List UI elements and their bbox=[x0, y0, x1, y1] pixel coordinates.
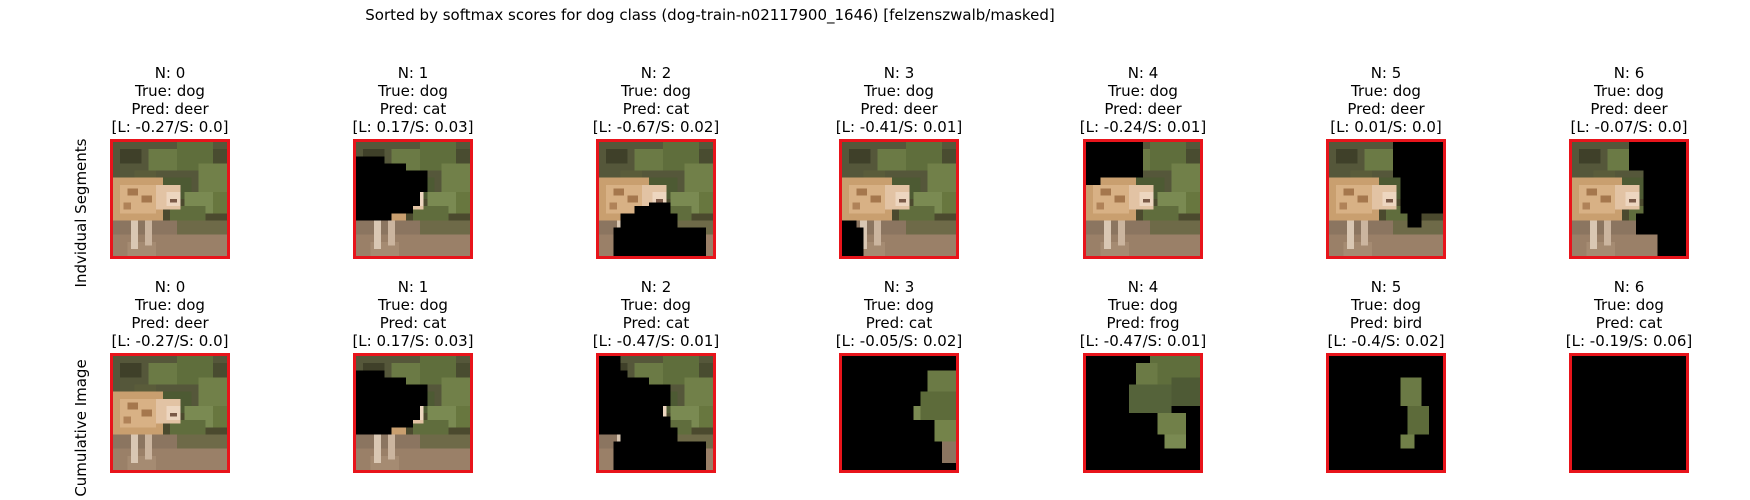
masked-image-thumbnail bbox=[1083, 139, 1203, 259]
panel-n-label: N: 4 bbox=[1127, 278, 1159, 296]
panel-n-label: N: 0 bbox=[154, 278, 186, 296]
panel-row0-n5: N: 5 True: dog Pred: deer [L: 0.01/S: 0.0] bbox=[1266, 64, 1506, 259]
panel-scores-label: [L: -0.24/S: 0.01] bbox=[1079, 118, 1207, 136]
panel-pred-label: Pred: cat bbox=[865, 314, 933, 332]
masked-image bbox=[599, 356, 713, 470]
panel-pred-label: Pred: deer bbox=[1347, 100, 1425, 118]
masked-image-thumbnail bbox=[110, 139, 230, 259]
panel-row1-n3: N: 3 True: dog Pred: cat [L: -0.05/S: 0.02] bbox=[779, 278, 1019, 473]
panel-n-label: N: 6 bbox=[1613, 64, 1645, 82]
masked-image-thumbnail bbox=[353, 139, 473, 259]
panel-n-label: N: 5 bbox=[1370, 278, 1402, 296]
masked-image-thumbnail bbox=[596, 139, 716, 259]
panel-n-label: N: 5 bbox=[1370, 64, 1402, 82]
panel-scores-label: [L: -0.47/S: 0.01] bbox=[592, 332, 720, 350]
masked-image bbox=[356, 142, 470, 256]
panel-row1-n6: N: 6 True: dog Pred: cat [L: -0.19/S: 0.06] bbox=[1509, 278, 1749, 473]
panel-scores-label: [L: -0.27/S: 0.0] bbox=[111, 332, 229, 350]
masked-image-thumbnail bbox=[596, 353, 716, 473]
masked-image-thumbnail bbox=[1083, 353, 1203, 473]
masked-image-thumbnail bbox=[839, 139, 959, 259]
panel-n-label: N: 4 bbox=[1127, 64, 1159, 82]
panel-true-label: True: dog bbox=[1594, 296, 1664, 314]
panel-row0-n0: N: 0 True: dog Pred: deer [L: -0.27/S: 0.0] bbox=[50, 64, 290, 259]
panel-pred-label: Pred: deer bbox=[131, 100, 209, 118]
panel-n-label: N: 3 bbox=[883, 64, 915, 82]
panel-row0-n1: N: 1 True: dog Pred: cat [L: 0.17/S: 0.03] bbox=[293, 64, 533, 259]
panel-row1-n4: N: 4 True: dog Pred: frog [L: -0.47/S: 0.01… bbox=[1023, 278, 1263, 473]
panel-n-label: N: 2 bbox=[640, 278, 672, 296]
panel-true-label: True: dog bbox=[1351, 82, 1421, 100]
panel-true-label: True: dog bbox=[621, 82, 691, 100]
panel-scores-label: [L: 0.17/S: 0.03] bbox=[352, 118, 474, 136]
masked-image bbox=[113, 142, 227, 256]
panel-n-label: N: 1 bbox=[397, 278, 429, 296]
masked-image-thumbnail bbox=[839, 353, 959, 473]
figure-title: Sorted by softmax scores for dog class (… bbox=[365, 6, 1055, 24]
masked-image-thumbnail bbox=[1326, 139, 1446, 259]
panel-row1-n2: N: 2 True: dog Pred: cat [L: -0.47/S: 0.01] bbox=[536, 278, 776, 473]
panel-pred-label: Pred: bird bbox=[1349, 314, 1423, 332]
panel-true-label: True: dog bbox=[378, 296, 448, 314]
panel-row0-n3: N: 3 True: dog Pred: deer [L: -0.41/S: 0.01… bbox=[779, 64, 1019, 259]
panel-pred-label: Pred: cat bbox=[622, 100, 690, 118]
panel-scores-label: [L: -0.47/S: 0.01] bbox=[1079, 332, 1207, 350]
panel-pred-label: Pred: deer bbox=[1104, 100, 1182, 118]
panel-pred-label: Pred: frog bbox=[1106, 314, 1180, 332]
panel-pred-label: Pred: cat bbox=[379, 314, 447, 332]
masked-image bbox=[113, 356, 227, 470]
panel-true-label: True: dog bbox=[864, 82, 934, 100]
panel-true-label: True: dog bbox=[135, 82, 205, 100]
panel-true-label: True: dog bbox=[1351, 296, 1421, 314]
panel-row0-n2: N: 2 True: dog Pred: cat [L: -0.67/S: 0.02] bbox=[536, 64, 776, 259]
panel-scores-label: [L: -0.4/S: 0.02] bbox=[1327, 332, 1445, 350]
panel-true-label: True: dog bbox=[1594, 82, 1664, 100]
panel-pred-label: Pred: cat bbox=[622, 314, 690, 332]
masked-image bbox=[1572, 356, 1686, 470]
panel-scores-label: [L: -0.41/S: 0.01] bbox=[835, 118, 963, 136]
panel-row0-n6: N: 6 True: dog Pred: deer [L: -0.07/S: 0.0] bbox=[1509, 64, 1749, 259]
masked-image-thumbnail bbox=[1569, 353, 1689, 473]
masked-image bbox=[842, 142, 956, 256]
masked-image bbox=[842, 356, 956, 470]
panel-n-label: N: 3 bbox=[883, 278, 915, 296]
panel-scores-label: [L: -0.07/S: 0.0] bbox=[1570, 118, 1688, 136]
masked-image-thumbnail bbox=[110, 353, 230, 473]
panel-scores-label: [L: -0.05/S: 0.02] bbox=[835, 332, 963, 350]
masked-image bbox=[1572, 142, 1686, 256]
panel-scores-label: [L: -0.27/S: 0.0] bbox=[111, 118, 229, 136]
masked-image bbox=[1329, 356, 1443, 470]
panel-pred-label: Pred: deer bbox=[131, 314, 209, 332]
panel-pred-label: Pred: deer bbox=[1590, 100, 1668, 118]
masked-image bbox=[1086, 356, 1200, 470]
panel-true-label: True: dog bbox=[1108, 296, 1178, 314]
panel-n-label: N: 1 bbox=[397, 64, 429, 82]
masked-image bbox=[1329, 142, 1443, 256]
panel-row1-n0: N: 0 True: dog Pred: deer [L: -0.27/S: 0.0] bbox=[50, 278, 290, 473]
panel-pred-label: Pred: cat bbox=[379, 100, 447, 118]
panel-true-label: True: dog bbox=[621, 296, 691, 314]
panel-scores-label: [L: -0.67/S: 0.02] bbox=[592, 118, 720, 136]
masked-image-thumbnail bbox=[1569, 139, 1689, 259]
masked-image-thumbnail bbox=[353, 353, 473, 473]
panel-pred-label: Pred: cat bbox=[1595, 314, 1663, 332]
panel-scores-label: [L: -0.19/S: 0.06] bbox=[1565, 332, 1693, 350]
panel-n-label: N: 0 bbox=[154, 64, 186, 82]
panel-row1-n1: N: 1 True: dog Pred: cat [L: 0.17/S: 0.03] bbox=[293, 278, 533, 473]
panel-pred-label: Pred: deer bbox=[860, 100, 938, 118]
masked-image-thumbnail bbox=[1326, 353, 1446, 473]
panel-true-label: True: dog bbox=[1108, 82, 1178, 100]
masked-image bbox=[356, 356, 470, 470]
panel-row0-n4: N: 4 True: dog Pred: deer [L: -0.24/S: 0.01… bbox=[1023, 64, 1263, 259]
panel-n-label: N: 6 bbox=[1613, 278, 1645, 296]
panel-row1-n5: N: 5 True: dog Pred: bird [L: -0.4/S: 0.02] bbox=[1266, 278, 1506, 473]
panel-n-label: N: 2 bbox=[640, 64, 672, 82]
masked-image bbox=[599, 142, 713, 256]
masked-image bbox=[1086, 142, 1200, 256]
panel-true-label: True: dog bbox=[378, 82, 448, 100]
panel-scores-label: [L: 0.01/S: 0.0] bbox=[1330, 118, 1442, 136]
panel-true-label: True: dog bbox=[135, 296, 205, 314]
panel-scores-label: [L: 0.17/S: 0.03] bbox=[352, 332, 474, 350]
panel-true-label: True: dog bbox=[864, 296, 934, 314]
